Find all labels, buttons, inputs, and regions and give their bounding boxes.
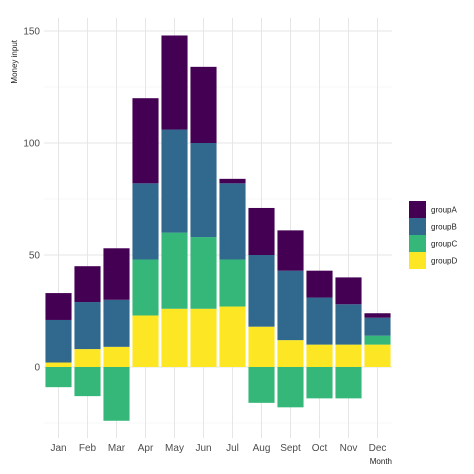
bar-groupA-Aug xyxy=(248,207,275,255)
x-tick-label: Jan xyxy=(50,443,66,454)
x-tick-label: Mar xyxy=(108,443,126,454)
bar-groupB-Dec xyxy=(364,317,391,336)
x-tick-label: Nov xyxy=(340,443,358,454)
bar-groupD-Oct xyxy=(306,344,333,367)
bar-groupD-Nov xyxy=(335,344,362,367)
bar-groupB-Jun xyxy=(190,143,217,238)
x-tick-label: Sept xyxy=(280,443,301,454)
legend-label-groupD: groupD xyxy=(431,257,457,266)
bar-groupC-Nov xyxy=(335,367,362,399)
bar-groupB-Apr xyxy=(132,183,159,260)
legend-key-groupD xyxy=(409,252,426,269)
bar-groupB-May xyxy=(161,129,188,233)
bar-groupC-May xyxy=(161,232,188,309)
bar-groupA-Sept xyxy=(277,230,304,271)
bar-groupC-Feb xyxy=(74,367,101,397)
bar-groupC-Jun xyxy=(190,237,217,309)
bar-groupD-May xyxy=(161,308,188,367)
bar-groupD-Apr xyxy=(132,315,159,367)
y-tick-label: 100 xyxy=(23,139,40,150)
x-tick-label: Aug xyxy=(253,443,271,454)
bar-groupA-Dec xyxy=(364,313,391,318)
x-tick-label: Oct xyxy=(312,443,328,454)
bars xyxy=(45,35,391,421)
y-axis-ticks: 0 50 100 150 xyxy=(23,27,40,374)
bar-groupA-Oct xyxy=(306,270,333,298)
bar-groupB-Nov xyxy=(335,304,362,345)
bar-groupD-Dec xyxy=(364,344,391,367)
y-axis-title: Money input xyxy=(10,39,19,83)
bar-groupC-Jan xyxy=(45,367,72,388)
bar-groupD-Jul xyxy=(219,306,246,367)
bar-groupB-Mar xyxy=(103,299,130,347)
bar-groupA-Feb xyxy=(74,266,101,303)
x-tick-label: Dec xyxy=(369,443,387,454)
y-tick-label: 150 xyxy=(23,27,40,38)
legend: groupA groupB groupC groupD xyxy=(409,201,457,269)
bar-groupA-Jun xyxy=(190,66,217,143)
bar-groupA-Nov xyxy=(335,277,362,305)
bar-groupB-Feb xyxy=(74,302,101,350)
legend-key-groupA xyxy=(409,201,426,218)
bar-groupC-Mar xyxy=(103,367,130,421)
x-tick-label: Feb xyxy=(79,443,97,454)
bar-groupC-Apr xyxy=(132,259,159,316)
legend-key-groupB xyxy=(409,218,426,235)
x-tick-label: Apr xyxy=(138,443,154,454)
x-tick-label: May xyxy=(165,443,184,454)
bar-groupB-Oct xyxy=(306,297,333,345)
bar-groupA-Apr xyxy=(132,98,159,184)
x-axis-ticks: Jan Feb Mar Apr May Jun Jul Aug Sept Oct Nov Dec xyxy=(50,443,386,454)
y-tick-label: 50 xyxy=(29,251,41,262)
legend-label-groupC: groupC xyxy=(431,240,457,249)
bar-groupB-Jul xyxy=(219,183,246,260)
legend-label-groupA: groupA xyxy=(431,206,457,215)
bar-groupC-Jul xyxy=(219,259,246,307)
bar-groupC-Oct xyxy=(306,367,333,399)
bar-groupC-Dec xyxy=(364,335,391,345)
x-tick-label: Jun xyxy=(195,443,211,454)
bar-groupD-Sept xyxy=(277,340,304,367)
y-tick-label: 0 xyxy=(34,363,40,374)
bar-groupD-Feb xyxy=(74,349,101,367)
bar-groupC-Sept xyxy=(277,367,304,408)
bar-groupB-Aug xyxy=(248,255,275,327)
legend-key-groupC xyxy=(409,235,426,252)
bar-groupA-Jul xyxy=(219,178,246,184)
bar-groupA-Jan xyxy=(45,293,72,320)
bar-groupD-Jan xyxy=(45,362,72,367)
x-axis-title: Month xyxy=(370,457,392,466)
bar-groupD-Aug xyxy=(248,326,275,367)
bar-groupA-Mar xyxy=(103,248,130,300)
legend-label-groupB: groupB xyxy=(431,223,457,232)
bar-groupC-Aug xyxy=(248,367,275,403)
x-tick-label: Jul xyxy=(226,443,239,454)
bar-groupB-Sept xyxy=(277,270,304,341)
bar-groupB-Jan xyxy=(45,319,72,363)
bar-groupD-Jun xyxy=(190,308,217,367)
bar-groupD-Mar xyxy=(103,346,130,367)
bar-groupA-May xyxy=(161,35,188,130)
